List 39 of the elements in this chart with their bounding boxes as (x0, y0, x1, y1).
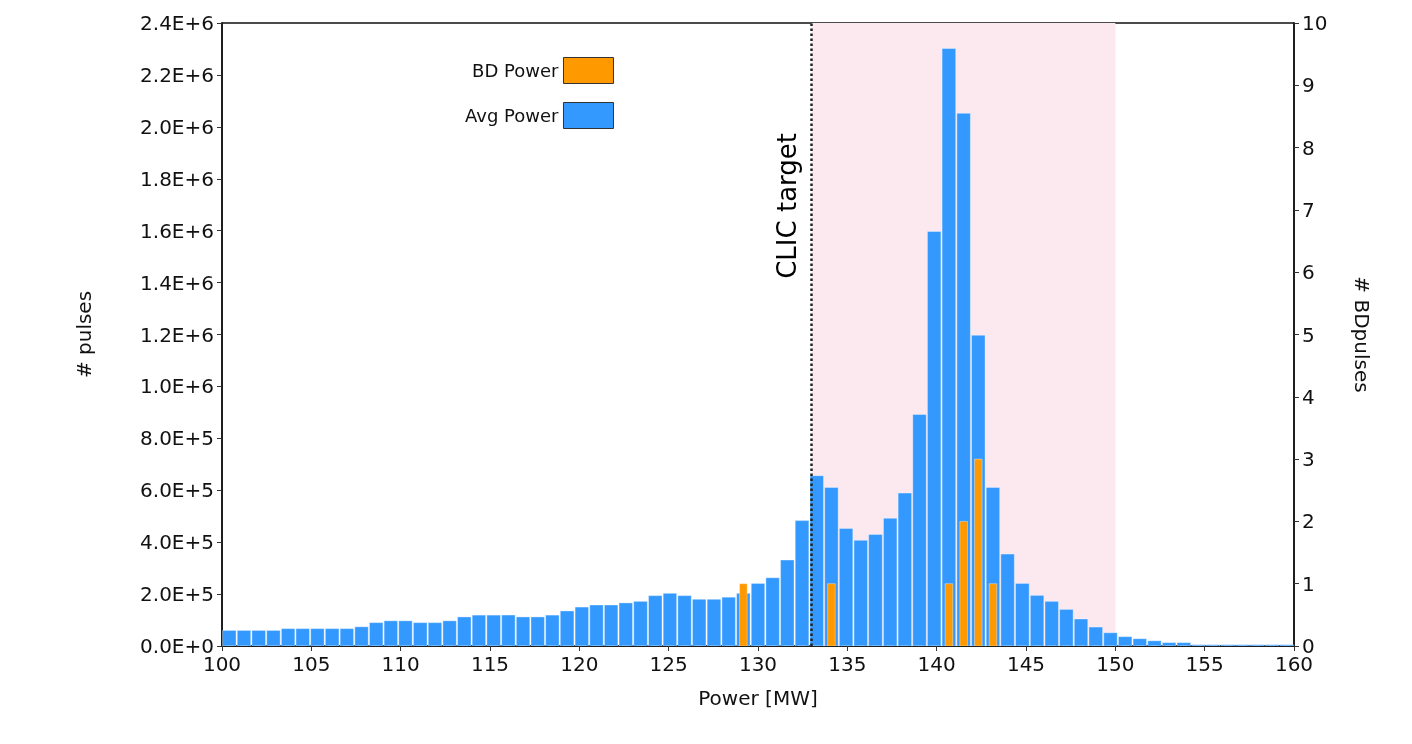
y-tick-label: 2.4E+6 (140, 11, 214, 35)
y-axis-title: # pulses (72, 290, 96, 379)
y2-tick-label: 10 (1302, 11, 1328, 35)
y-tick-label: 1.0E+6 (140, 374, 214, 399)
legend-label: BD Power (472, 60, 560, 81)
y-tick-label: 2.0E+6 (140, 114, 214, 139)
y-tick-label: 2.0E+5 (140, 582, 214, 607)
x-tick-label: 115 (470, 652, 510, 676)
y2-tick-label: 3 (1302, 447, 1315, 472)
y-tick-label: 4.0E+5 (140, 530, 214, 555)
x-tick-label: 125 (649, 652, 688, 676)
y2-tick-label: 7 (1302, 197, 1315, 222)
y-tick-label: 1.4E+6 (140, 270, 214, 295)
y-tick-label: 1.8E+6 (140, 166, 214, 191)
y2-tick-label: 5 (1302, 322, 1315, 347)
y2-tick-label: 4 (1302, 384, 1315, 409)
y2-tick-label: 2 (1302, 509, 1315, 534)
y-tick-label: 6.0E+5 (140, 478, 214, 503)
y2-tick-label: 9 (1302, 73, 1315, 98)
x-tick-label: 120 (560, 652, 599, 676)
x-tick-label: 130 (738, 652, 778, 676)
x-tick-label: 105 (292, 652, 331, 676)
y2-tick-label: 6 (1302, 260, 1315, 285)
y-tick-label: 8.0E+5 (140, 426, 214, 451)
x-tick-label: 110 (381, 652, 420, 676)
ref-line-label: CLIC target (771, 133, 802, 279)
x-tick-label: 155 (1185, 652, 1224, 676)
legend-label: Avg Power (465, 105, 560, 126)
y2-axis-title: # BDpulses (1350, 276, 1374, 393)
y-tick-label: 2.2E+6 (140, 62, 214, 87)
y2-tick-label: 1 (1302, 571, 1315, 596)
y-tick-label: 1.2E+6 (140, 322, 214, 347)
x-tick-label: 145 (1006, 652, 1046, 676)
x-tick-label: 140 (917, 652, 956, 676)
y2-tick-label: 8 (1302, 135, 1315, 160)
y-tick-label: 1.6E+6 (140, 218, 214, 243)
x-tick-label: 135 (828, 652, 867, 676)
x-tick-label: 150 (1096, 652, 1135, 676)
x-axis-title: Power [MW] (698, 686, 818, 710)
